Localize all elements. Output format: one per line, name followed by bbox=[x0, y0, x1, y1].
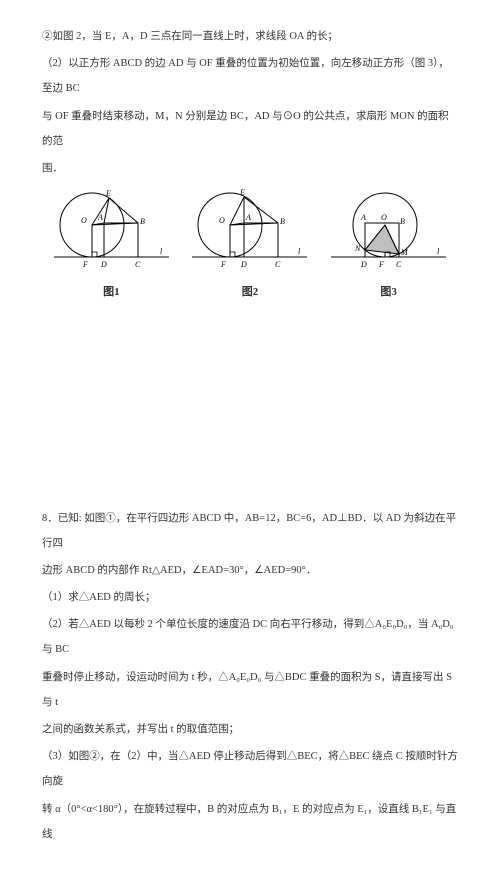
svg-text:C: C bbox=[396, 260, 402, 269]
svg-text:A: A bbox=[360, 213, 366, 222]
svg-text:O: O bbox=[381, 213, 387, 222]
q8-line-1: 8．已知: 如图①，在平行四边形 ABCD 中，AB=12，BC=6，AD⊥BD… bbox=[42, 506, 458, 556]
figure-3-svg: A O B N M D F C l bbox=[331, 187, 446, 277]
q8-line-3: （1）求△AED 的周长； bbox=[42, 585, 458, 610]
svg-text:F: F bbox=[82, 260, 88, 269]
figure-3-caption: 图3 bbox=[380, 279, 397, 305]
svg-text:D: D bbox=[360, 260, 367, 269]
svg-text:E: E bbox=[239, 188, 245, 197]
svg-text:F: F bbox=[220, 260, 226, 269]
svg-text:l: l bbox=[160, 247, 163, 256]
svg-text:D: D bbox=[100, 260, 107, 269]
figure-1: E O A B F D C l 图1 bbox=[54, 187, 169, 305]
q8-line-4: （2）若△AED 以每秒 2 个单位长度的速度沿 DC 向右平行移动，得到△A₀… bbox=[42, 612, 458, 662]
svg-text:l: l bbox=[437, 247, 440, 256]
figures-row: E O A B F D C l 图1 bbox=[42, 187, 458, 305]
svg-text:O: O bbox=[81, 216, 87, 225]
blank-space bbox=[42, 312, 458, 482]
figure-2-svg: E O A B F D C l bbox=[192, 187, 307, 277]
q8-line-8: 转 α（0°<α<180°），在旋转过程中，B 的对应点为 B₁，E 的对应点为… bbox=[42, 797, 458, 847]
svg-text:M: M bbox=[400, 248, 409, 257]
svg-text:O: O bbox=[219, 216, 225, 225]
svg-text:E: E bbox=[105, 189, 111, 198]
figure-1-caption: 图1 bbox=[103, 279, 120, 305]
svg-text:C: C bbox=[135, 260, 141, 269]
figure-2: E O A B F D C l 图2 bbox=[192, 187, 307, 305]
svg-text:F: F bbox=[378, 260, 384, 269]
svg-text:l: l bbox=[298, 247, 301, 256]
svg-text:A: A bbox=[97, 213, 103, 222]
figure-2-caption: 图2 bbox=[242, 279, 259, 305]
line-4: 围． bbox=[42, 156, 458, 181]
svg-text:B: B bbox=[280, 217, 285, 226]
q8-line-6: 之间的函数关系式，并写出 t 的取值范围； bbox=[42, 717, 458, 742]
svg-text:N: N bbox=[354, 244, 361, 253]
svg-text:A: A bbox=[245, 213, 251, 222]
line-2: （2）以正方形 ABCD 的边 AD 与 OF 重叠的位置为初始位置，向左移动正… bbox=[42, 51, 458, 101]
question-8: 8．已知: 如图①，在平行四边形 ABCD 中，AB=12，BC=6，AD⊥BD… bbox=[42, 506, 458, 847]
line-1: ②如图 2，当 E，A，D 三点在同一直线上时，求线段 OA 的长； bbox=[42, 24, 458, 49]
figure-3: A O B N M D F C l 图3 bbox=[331, 187, 446, 305]
svg-text:D: D bbox=[240, 260, 247, 269]
svg-text:B: B bbox=[140, 217, 145, 226]
q8-line-5: 重叠时停止移动，设运动时间为 t 秒，△A₀E₀D₀ 与△BDC 重叠的面积为 … bbox=[42, 665, 458, 715]
svg-text:C: C bbox=[275, 260, 281, 269]
figure-1-svg: E O A B F D C l bbox=[54, 187, 169, 277]
line-3: 与 OF 重叠时结束移动，M，N 分别是边 BC，AD 与⊙O 的公共点，求扇形… bbox=[42, 104, 458, 154]
svg-text:B: B bbox=[400, 217, 405, 226]
q8-line-7: （3）如图②，在（2）中，当△AED 停止移动后得到△BEC，将△BEC 绕点 … bbox=[42, 744, 458, 794]
q8-line-2: 边形 ABCD 的内部作 Rt△AED，∠EAD=30°，∠AED=90°． bbox=[42, 558, 458, 583]
